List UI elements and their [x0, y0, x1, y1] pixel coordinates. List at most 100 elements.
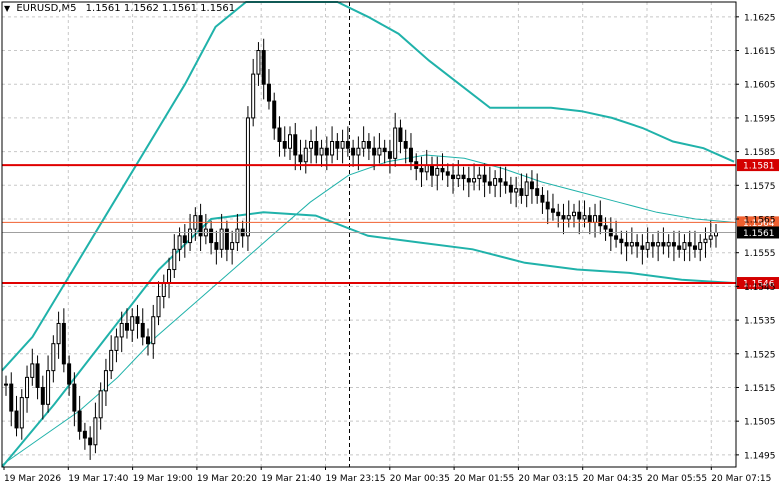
candle-body: [93, 417, 98, 446]
candle-body: [251, 73, 256, 119]
y-tick-label: 1.1505: [744, 418, 776, 428]
candle-body: [550, 208, 555, 213]
candle-body: [30, 363, 35, 378]
candle-body: [314, 141, 319, 156]
dropdown-arrow-icon[interactable]: ▼: [4, 4, 11, 13]
candle-body: [477, 174, 482, 180]
y-tick-label: 1.1545: [744, 283, 776, 293]
y-tick-label: 1.1515: [744, 384, 776, 394]
candle-body: [46, 370, 51, 405]
candle-body: [587, 215, 592, 223]
candle-body: [593, 215, 598, 223]
y-tick-label: 1.1525: [744, 350, 776, 360]
candle-body: [135, 316, 140, 324]
candle-body: [545, 201, 550, 210]
candle-body: [9, 383, 14, 412]
candle-body: [382, 147, 387, 153]
candle-body: [619, 238, 624, 244]
candle-body: [424, 164, 429, 173]
candle-body: [146, 336, 150, 345]
x-tick-label: 19 Mar 23:15: [326, 474, 386, 484]
candle-body: [345, 141, 350, 149]
candle-body: [498, 178, 503, 183]
candle-body: [324, 147, 329, 156]
candle-body: [167, 269, 172, 284]
candle-body: [540, 194, 545, 203]
candle-body: [529, 181, 534, 190]
moving-average-line: [1, 154, 735, 466]
candle-body: [61, 322, 66, 365]
candle-body: [645, 242, 650, 250]
candle-body: [151, 316, 156, 345]
candle-body: [666, 242, 671, 247]
candle-body: [508, 184, 513, 193]
candle-body: [561, 215, 566, 220]
y-tick-label: 1.1585: [744, 148, 776, 158]
candle-body: [303, 147, 308, 163]
candle-body: [493, 178, 498, 186]
candle-body: [671, 242, 676, 247]
indicators: [1, 0, 735, 468]
candle-body: [714, 231, 718, 237]
candle-body: [109, 349, 114, 372]
x-tick-label: 20 Mar 00:35: [390, 474, 450, 484]
candle-body: [408, 147, 413, 163]
level-price-label: 1.1581: [743, 162, 775, 172]
candle-body: [209, 228, 214, 244]
candle-body: [51, 343, 56, 372]
candle-body: [393, 127, 398, 159]
candle-body: [130, 316, 135, 331]
x-tick-label: 20 Mar 03:15: [518, 474, 578, 484]
candle-body: [35, 363, 40, 388]
candle-body: [224, 228, 229, 250]
candle-body: [272, 100, 277, 129]
candle-body: [156, 296, 161, 318]
grid: [2, 2, 736, 467]
candle-body: [487, 181, 492, 186]
candle-body: [219, 228, 224, 250]
candle-body: [566, 215, 571, 220]
candle-body: [4, 383, 8, 386]
candle-body: [445, 171, 450, 176]
candle-body: [556, 211, 561, 217]
candle-body: [661, 242, 666, 247]
candle-body: [335, 141, 340, 149]
candle-body: [77, 410, 82, 432]
candle-body: [309, 141, 314, 149]
candle-body: [14, 410, 19, 429]
level-price-tag: [737, 277, 779, 290]
candle-body: [88, 437, 93, 446]
x-tick-label: 20 Mar 05:55: [647, 474, 707, 484]
candle-body: [140, 322, 145, 338]
candle-body: [82, 430, 87, 439]
candle-body: [19, 397, 24, 429]
current-price-tag: [737, 226, 779, 239]
candle-body: [98, 390, 103, 419]
candle-body: [298, 154, 303, 163]
candle-body: [377, 147, 382, 156]
x-tick-label: 20 Mar 04:35: [583, 474, 643, 484]
candle-body: [629, 242, 634, 247]
candle-body: [261, 50, 266, 85]
candle-body: [440, 167, 445, 173]
candle-body: [656, 242, 661, 247]
candle-body: [72, 383, 77, 412]
ask-price-label: 1.1564: [743, 219, 775, 229]
candle-body: [103, 370, 108, 392]
x-tick-label: 20 Mar 07:15: [711, 474, 771, 484]
candle-body: [435, 167, 440, 176]
current-price-label: 1.1561: [743, 229, 775, 239]
candle-body: [198, 215, 203, 237]
candle-body: [430, 164, 434, 176]
candle-body: [124, 322, 129, 331]
y-tick-label: 1.1535: [744, 317, 776, 327]
candle-body: [230, 242, 235, 250]
y-tick-label: 1.1625: [744, 13, 776, 23]
candle-body: [519, 188, 524, 196]
level-price-label: 1.1546: [743, 280, 775, 290]
candle-body: [293, 134, 298, 156]
chart-header: ▼ EURUSD,M5 1.1561 1.1562 1.1561 1.1561: [4, 3, 235, 14]
candle-body: [214, 242, 219, 250]
